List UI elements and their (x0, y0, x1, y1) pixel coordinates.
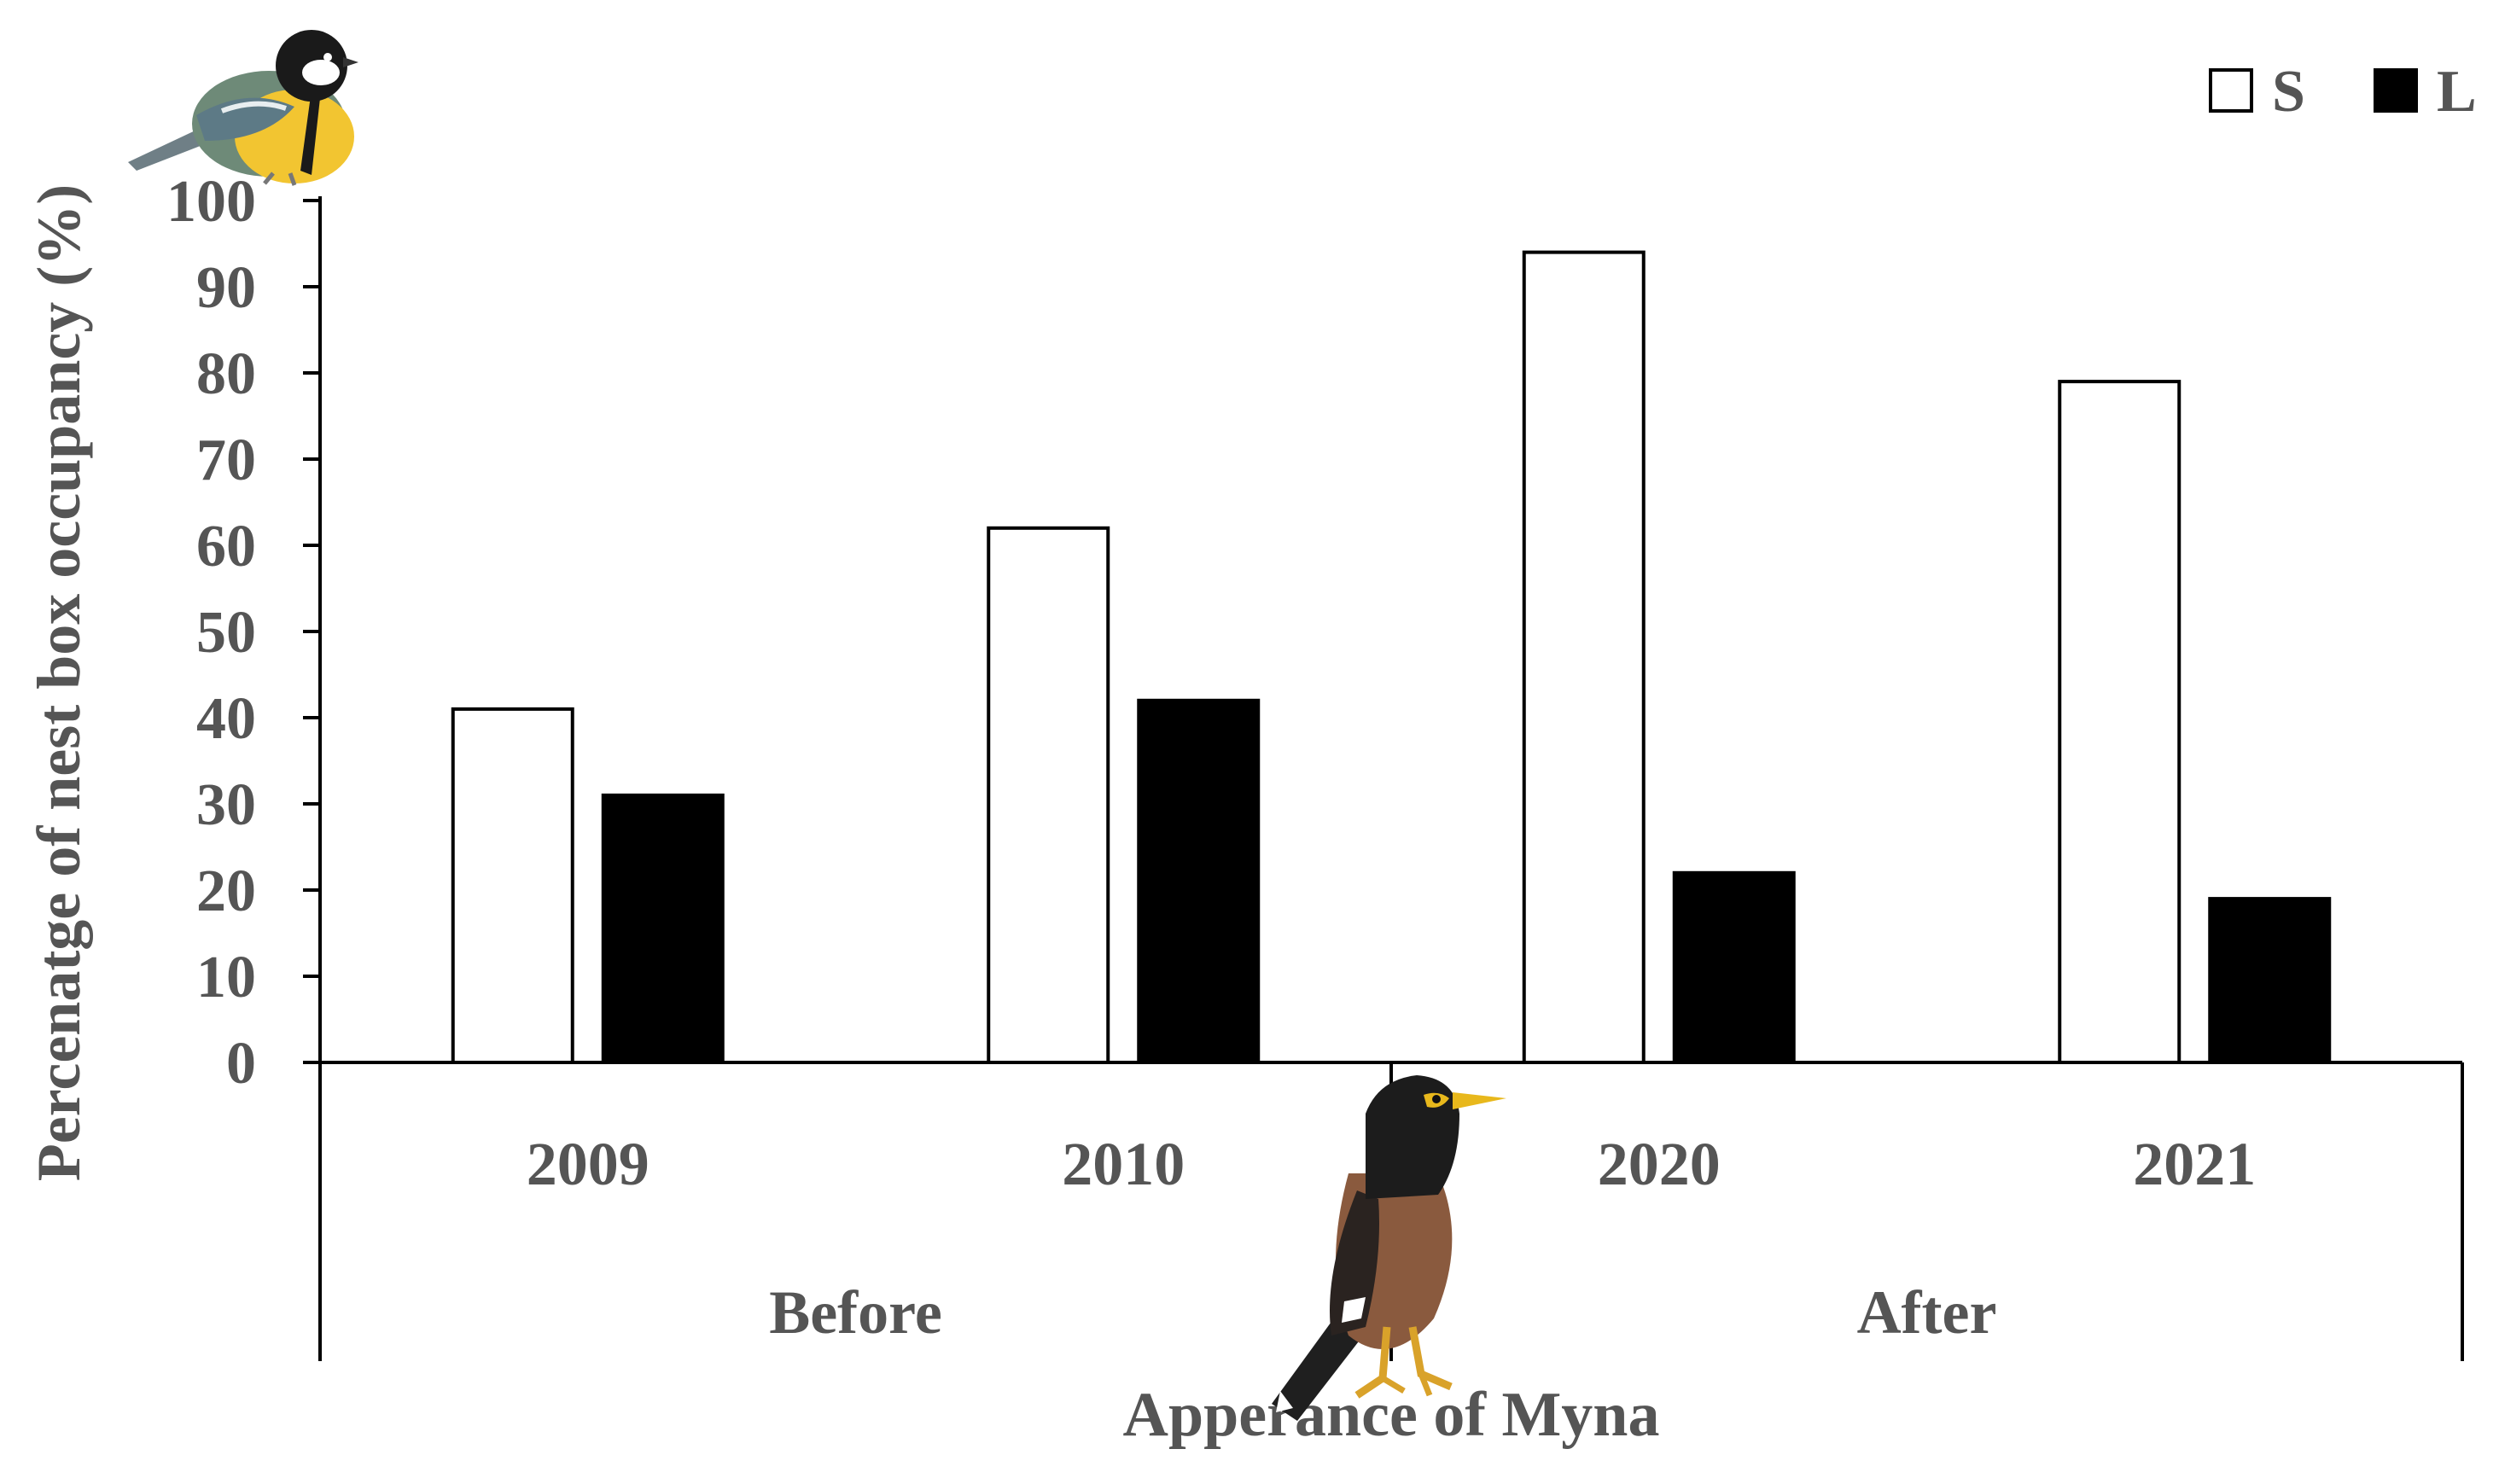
y-tick-label: 100 (166, 169, 256, 235)
y-tick-label: 70 (196, 428, 256, 493)
y-tick-label: 40 (196, 686, 256, 752)
y-tick-labels: 0 10 20 30 40 50 60 70 80 90 100 (166, 169, 256, 1097)
x-category-label: 2020 (1598, 1130, 1721, 1198)
legend-swatch-s (2209, 68, 2253, 113)
y-tick-label: 20 (196, 858, 256, 924)
category-labels: 2009 2010 2020 2021 (527, 1130, 2257, 1198)
legend-label-s: S (2272, 59, 2305, 125)
bar-s-2020 (1522, 250, 1646, 1065)
y-tick-label: 10 (196, 945, 256, 1010)
great-tit-bird-image (128, 30, 358, 186)
y-tick-label: 0 (226, 1031, 256, 1097)
bar-s-2021 (2058, 380, 2182, 1065)
bar-l-2010 (1137, 698, 1261, 1064)
legend-label-l: L (2437, 59, 2477, 125)
common-myna-bird-image (1272, 1075, 1506, 1421)
y-tick-label: 50 (196, 600, 256, 666)
y-axis-title: Percenatge of nest box occupancy (%) (25, 184, 93, 1181)
x-category-label: 2021 (2133, 1130, 2256, 1198)
bar-l-2020 (1672, 870, 1796, 1064)
y-tick-label: 60 (196, 514, 256, 579)
x-group-label: Before (769, 1278, 942, 1347)
x-group-label: After (1857, 1278, 1997, 1347)
y-tick-label: 30 (196, 772, 256, 838)
legend-swatch-l (2374, 68, 2418, 113)
bar-s-2010 (987, 526, 1110, 1064)
bars (451, 250, 2332, 1065)
legend: S L (2209, 59, 2477, 125)
bar-l-2021 (2208, 897, 2332, 1064)
y-tick-marks (303, 199, 320, 1064)
y-tick-label: 80 (196, 341, 256, 407)
y-tick-label: 90 (196, 255, 256, 321)
x-category-label: 2009 (527, 1130, 650, 1198)
group-labels: Before After (769, 1278, 1996, 1347)
x-axis-title: Apperance of Myna (1123, 1380, 1660, 1450)
x-category-label: 2010 (1062, 1130, 1185, 1198)
bar-s-2009 (451, 707, 574, 1065)
bar-l-2009 (601, 793, 725, 1065)
